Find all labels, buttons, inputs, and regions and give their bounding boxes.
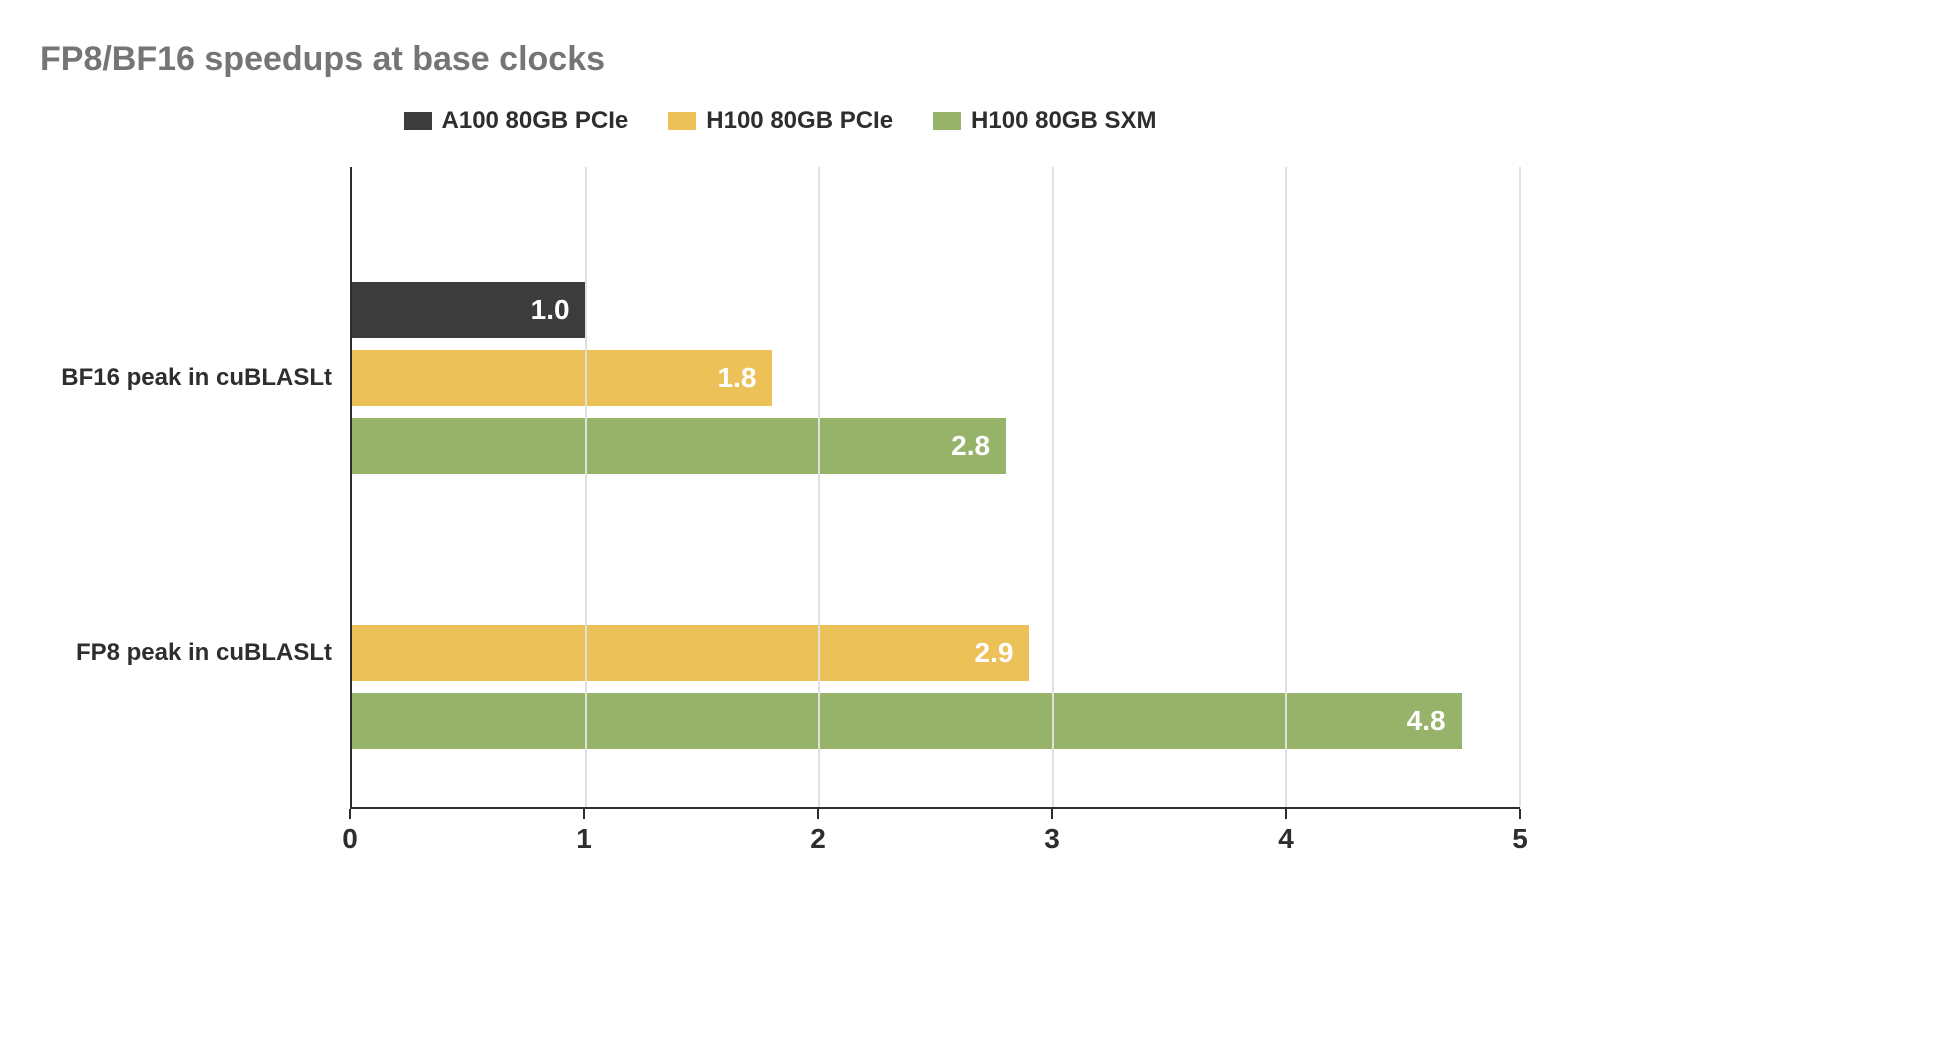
grid-line (585, 167, 587, 807)
bars-layer: 1.0 1.8 2.8 2.9 4.8 (352, 167, 1520, 807)
grid-line (1052, 167, 1054, 807)
grid-line (1285, 167, 1287, 807)
x-tick-mark (1051, 809, 1053, 819)
bar: 2.9 (352, 625, 1029, 681)
x-tick-label: 3 (1044, 823, 1060, 855)
grid-line (818, 167, 820, 807)
bar-value-label: 1.8 (718, 362, 757, 394)
legend-label: A100 80GB PCIe (442, 107, 629, 135)
x-tick-label: 5 (1512, 823, 1528, 855)
x-tick-mark (1519, 809, 1521, 819)
legend-swatch (933, 112, 961, 130)
grid-line (1519, 167, 1521, 807)
legend-label: H100 80GB SXM (971, 107, 1156, 135)
bar-value-label: 2.9 (975, 637, 1014, 669)
bar: 2.8 (352, 418, 1006, 474)
speedup-chart: FP8/BF16 speedups at base clocks A100 80… (40, 40, 1520, 867)
legend-swatch (668, 112, 696, 130)
y-axis-label: FP8 peak in cuBLASLt (76, 639, 332, 667)
plot-row: BF16 peak in cuBLASLt FP8 peak in cuBLASL… (40, 167, 1520, 807)
bar: 1.0 (352, 282, 586, 338)
x-tick-label: 2 (810, 823, 826, 855)
chart-legend: A100 80GB PCIe H100 80GB PCIe H100 80GB SX… (40, 107, 1520, 135)
x-tick-mark (583, 809, 585, 819)
bar-value-label: 4.8 (1407, 705, 1446, 737)
legend-swatch (404, 112, 432, 130)
chart-title: FP8/BF16 speedups at base clocks (40, 40, 1520, 79)
bar-value-label: 2.8 (951, 430, 990, 462)
x-tick-mark (1285, 809, 1287, 819)
x-tick-label: 1 (576, 823, 592, 855)
legend-item: A100 80GB PCIe (404, 107, 629, 135)
plot-area: 1.0 1.8 2.8 2.9 4.8 (350, 167, 1520, 807)
x-tick-mark (349, 809, 351, 819)
x-tick-label: 4 (1278, 823, 1294, 855)
x-axis: 012345 (350, 807, 1520, 867)
bar: 4.8 (352, 693, 1462, 749)
y-axis-labels: BF16 peak in cuBLASLt FP8 peak in cuBLASL… (40, 167, 350, 807)
legend-item: H100 80GB SXM (933, 107, 1156, 135)
x-tick-label: 0 (342, 823, 358, 855)
bar: 1.8 (352, 350, 772, 406)
y-axis-label: BF16 peak in cuBLASLt (61, 364, 332, 392)
legend-label: H100 80GB PCIe (706, 107, 893, 135)
legend-item: H100 80GB PCIe (668, 107, 893, 135)
bar-value-label: 1.0 (531, 294, 570, 326)
x-tick-mark (817, 809, 819, 819)
